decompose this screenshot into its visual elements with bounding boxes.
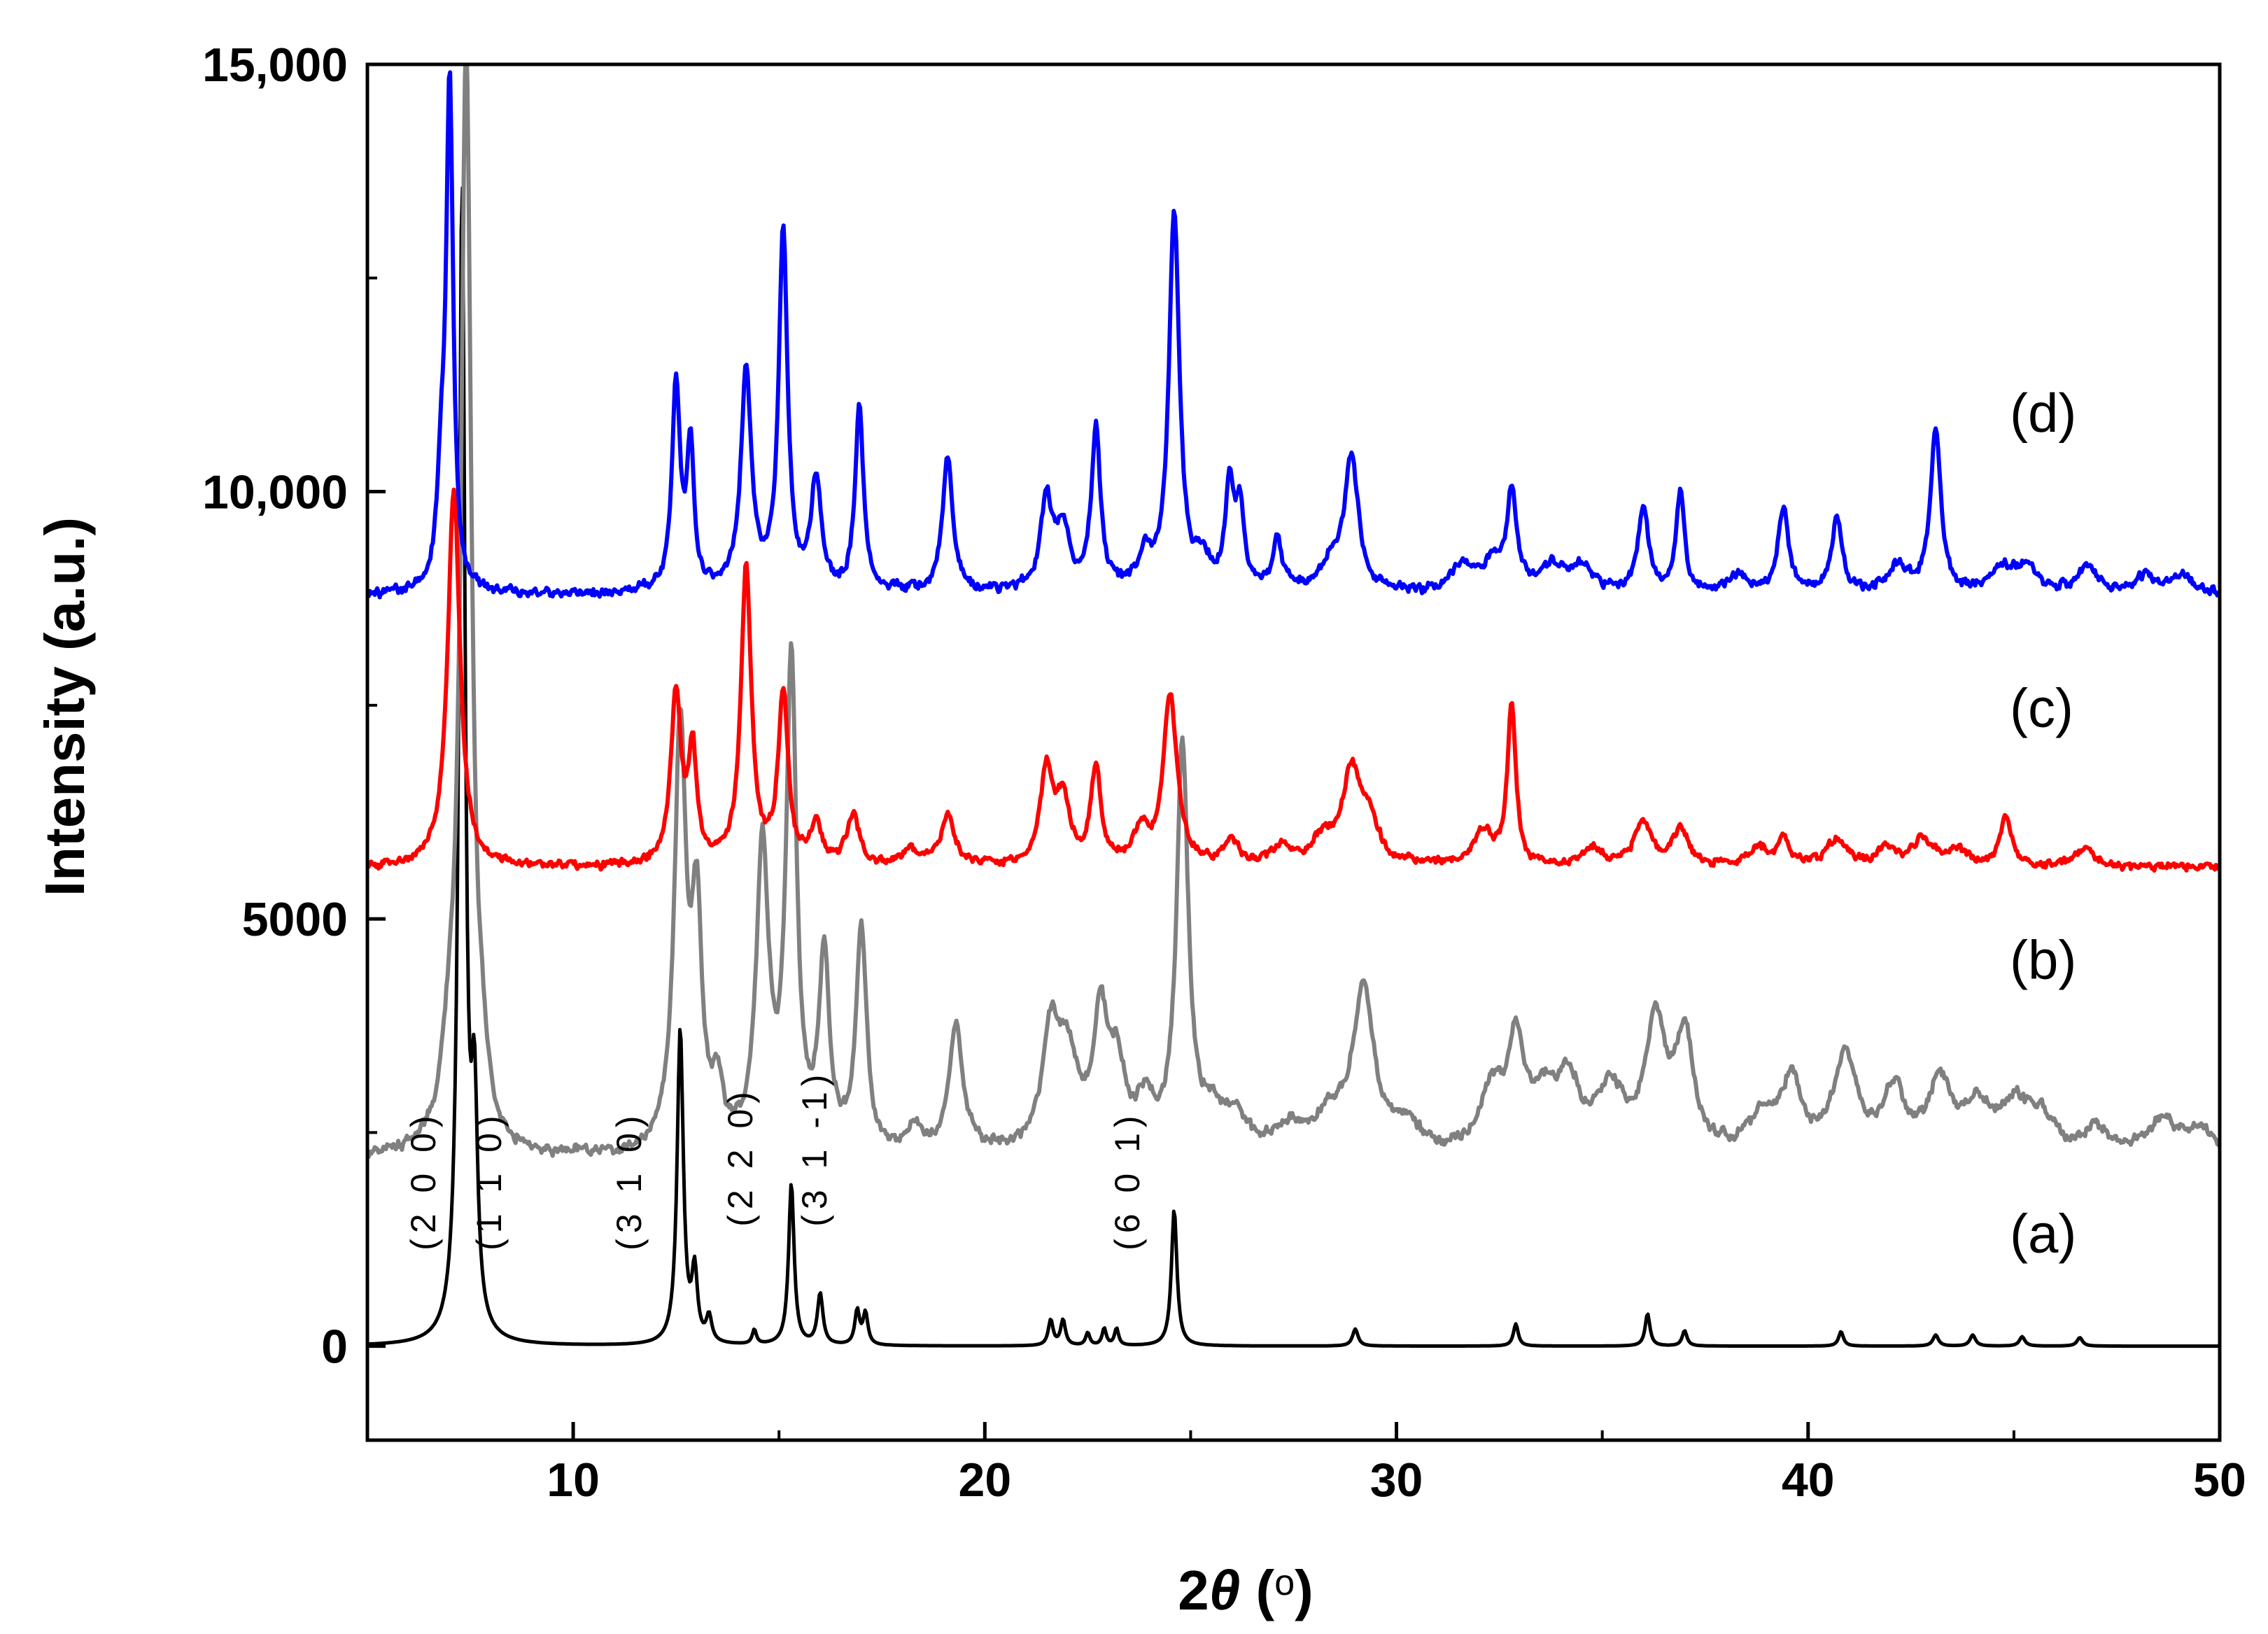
label-layer: (a) (b) (c) (d) (2 0 0) (1 1 0) (3 1 0) (2 2 0)… xyxy=(404,382,2076,1264)
y-tick-label: 10,000 xyxy=(202,466,348,519)
x-axis: 10 20 30 40 50 xyxy=(366,1422,2246,1507)
y-axis-title: Intensity (a.u.) xyxy=(34,517,96,896)
series-layer xyxy=(367,64,2220,1348)
series-label: (d) xyxy=(2010,382,2076,444)
series-label: (b) xyxy=(2010,929,2076,991)
hkl-annotation: (2 2 0) xyxy=(721,1086,760,1227)
hkl-annotation: (1 1 0) xyxy=(470,1110,509,1251)
x-tick-label: 20 xyxy=(959,1453,1012,1507)
x-tick-label: 40 xyxy=(1782,1453,1835,1507)
series-line-a xyxy=(367,185,2220,1348)
series-line-c xyxy=(367,487,2220,873)
x-tick-label: 50 xyxy=(2193,1453,2246,1507)
x-axis-title: 2θ (o) xyxy=(1178,1559,1313,1621)
series-label: (a) xyxy=(2010,1202,2076,1264)
y-tick-label: 5000 xyxy=(242,893,348,946)
hkl-annotation: (6 0 1) xyxy=(1108,1110,1147,1251)
series-line-d xyxy=(367,70,2220,600)
series-line-b xyxy=(367,64,2220,1160)
series-label: (c) xyxy=(2010,677,2073,738)
y-tick-label: 15,000 xyxy=(202,38,348,92)
x-tick-label: 10 xyxy=(547,1453,600,1507)
x-tick-label: 30 xyxy=(1370,1453,1423,1507)
hkl-annotation: (2 0 0) xyxy=(404,1110,443,1251)
y-axis: 0 5000 10,000 15,000 xyxy=(202,38,386,1374)
hkl-annotation: (3 1 -1) xyxy=(795,1069,834,1227)
hkl-annotation: (3 1 0) xyxy=(610,1110,649,1251)
y-tick-label: 0 xyxy=(321,1320,348,1374)
plot-frame xyxy=(365,62,2222,1442)
